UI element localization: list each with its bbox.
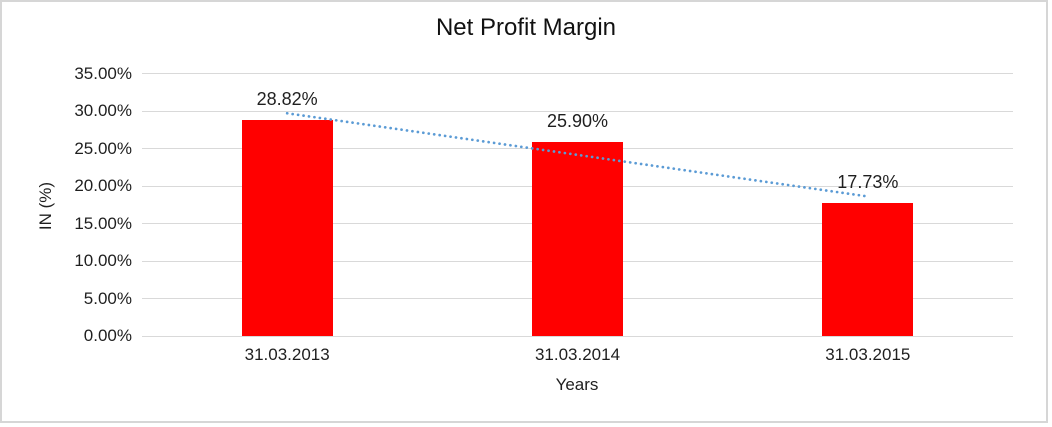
gridline [142,73,1013,74]
y-axis-tick-label: 15.00% [74,213,132,233]
x-axis-tick-label: 31.03.2013 [244,345,330,364]
bar [241,119,333,336]
bar [532,141,623,336]
x-axis-tick-label: 31.03.2015 [825,345,911,364]
y-axis-tick-label: 25.00% [74,138,132,158]
y-axis-tick-label: 10.00% [74,251,132,270]
y-axis-tick-label: 5.00% [83,288,132,308]
bar-data-label: 17.73% [837,172,899,193]
y-axis-tick-label: 20.00% [74,176,132,195]
bar-data-label: 25.90% [546,110,609,131]
gridline [142,110,1013,112]
x-axis-title: Years [555,375,599,394]
gridline [142,335,1013,337]
y-axis-tick-label: 30.00% [74,101,132,120]
bar [822,203,914,336]
y-axis-tick-label: 35.00% [74,63,132,83]
chart-title: Net Profit Margin [435,14,617,41]
x-axis-tick-label: 31.03.2014 [534,345,621,364]
bar-data-label: 28.82% [256,88,318,109]
y-axis-tick-label: 0.00% [83,326,132,345]
